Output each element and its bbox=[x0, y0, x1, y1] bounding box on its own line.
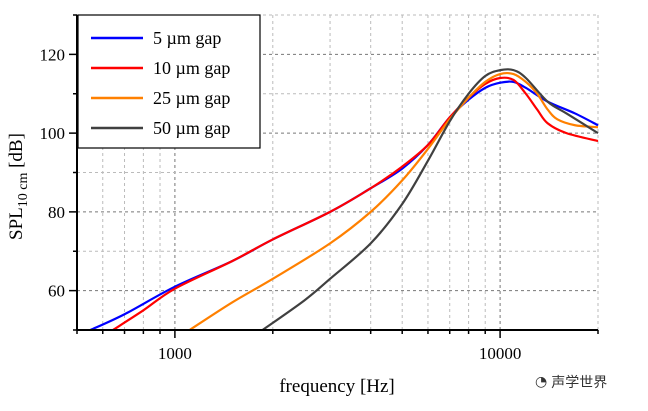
y-axis-label: SPL10 cm [dB] bbox=[6, 133, 31, 240]
y-tick-label: 80 bbox=[48, 203, 65, 222]
x-axis-label: frequency [Hz] bbox=[279, 376, 395, 397]
series-line-3 bbox=[261, 68, 599, 331]
axes: 60 80 100 120 1000 10000 bbox=[40, 14, 599, 363]
series-lines bbox=[89, 68, 599, 331]
watermark: ◔ 声学世界 bbox=[535, 372, 607, 392]
y-tick-label: 100 bbox=[40, 124, 66, 143]
x-tick-label: 1000 bbox=[158, 344, 192, 363]
legend-label: 50 µm gap bbox=[153, 118, 230, 138]
legend: 5 µm gap 10 µm gap 25 µm gap 50 µm gap bbox=[77, 14, 261, 149]
y-tick-label: 120 bbox=[40, 45, 66, 64]
wechat-icon: ◔ bbox=[535, 374, 548, 390]
legend-label: 10 µm gap bbox=[153, 58, 230, 78]
legend-label: 25 µm gap bbox=[153, 88, 230, 108]
series-line-1 bbox=[112, 76, 599, 331]
x-tick-label: 10000 bbox=[479, 344, 522, 363]
y-label-unit: [dB] bbox=[6, 133, 27, 173]
legend-label: 5 µm gap bbox=[153, 28, 221, 48]
watermark-text: 声学世界 bbox=[551, 375, 608, 391]
y-label-main: SPL bbox=[6, 207, 27, 240]
y-label-sub: 10 cm bbox=[16, 173, 31, 208]
series-line-2 bbox=[189, 71, 599, 331]
y-tick-label: 60 bbox=[48, 282, 65, 301]
